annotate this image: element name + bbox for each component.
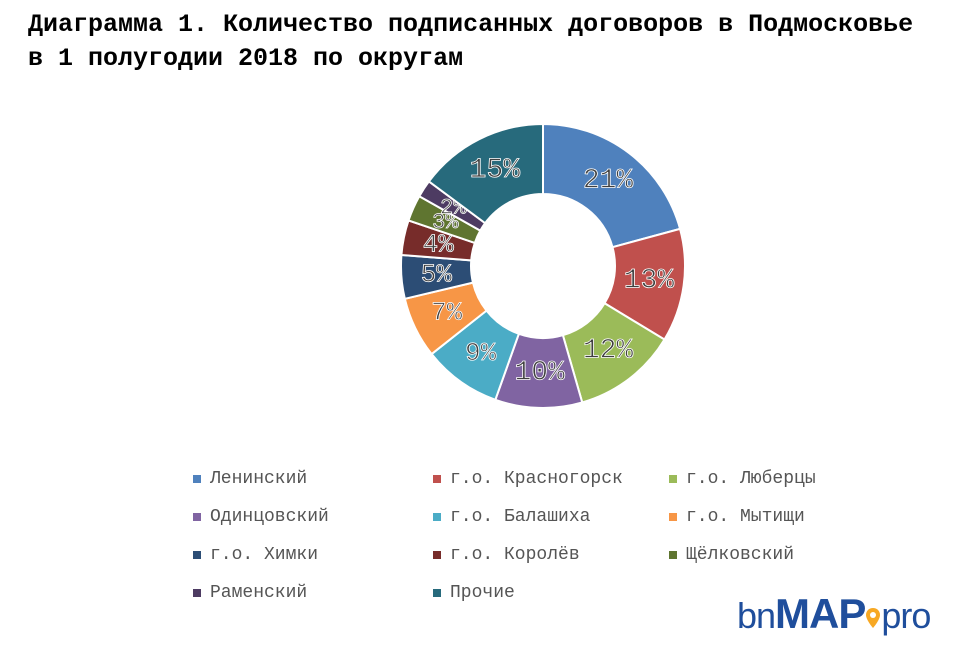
- legend-swatch: [193, 475, 201, 483]
- slice-data-label: 5%: [421, 259, 453, 289]
- legend-label: Прочие: [450, 583, 515, 603]
- legend-swatch: [193, 589, 201, 597]
- legend-label: Раменский: [210, 583, 308, 603]
- legend-label: г.о. Королёв: [450, 545, 580, 565]
- legend-swatch: [193, 551, 201, 559]
- slice-data-label: 9%: [465, 338, 497, 368]
- legend-item: Ленинский: [193, 460, 433, 498]
- legend-swatch: [669, 475, 677, 483]
- logo-text-pro: pro: [881, 595, 931, 636]
- legend-item: Прочие: [433, 574, 669, 612]
- map-pin-icon: [866, 608, 881, 628]
- legend-swatch: [669, 551, 677, 559]
- legend-swatch: [193, 513, 201, 521]
- slice-data-label: 13%: [624, 265, 675, 296]
- donut-chart: 21%13%12%10%9%7%5%4%3%2%15%: [400, 122, 686, 409]
- chart-legend: Ленинский г.о. Красногорск г.о. Люберцы Оди…: [193, 460, 873, 612]
- chart-title: Диаграмма 1. Количество подписанных дого…: [28, 10, 914, 73]
- legend-item: г.о. Красногорск: [433, 460, 669, 498]
- legend-item: г.о. Химки: [193, 536, 433, 574]
- legend-label: г.о. Балашиха: [450, 507, 591, 527]
- legend-label: г.о. Химки: [210, 545, 319, 565]
- legend-label: г.о. Красногорск: [450, 469, 623, 489]
- legend-swatch: [433, 551, 441, 559]
- legend-item: Раменский: [193, 574, 433, 612]
- slice-data-label: 21%: [583, 166, 634, 197]
- legend-label: г.о. Мытищи: [686, 507, 805, 527]
- legend-label: Ленинский: [210, 469, 308, 489]
- legend-swatch: [433, 475, 441, 483]
- slice-data-label: 7%: [431, 298, 463, 328]
- donut-slice: [542, 122, 682, 249]
- bnmap-logo: bn MAP pro: [737, 590, 931, 640]
- logo-text-map: MAP: [775, 590, 866, 637]
- legend-item: Щёлковский: [669, 536, 859, 574]
- logo-text-bn: bn: [737, 595, 776, 636]
- legend-label: Одинцовский: [210, 507, 329, 527]
- legend-item: г.о. Балашиха: [433, 498, 669, 536]
- slice-data-label: 10%: [514, 357, 565, 388]
- slice-data-label: 12%: [583, 335, 634, 366]
- legend-item: Одинцовский: [193, 498, 433, 536]
- legend-swatch: [669, 513, 677, 521]
- donut-slice: [427, 122, 544, 225]
- legend-label: г.о. Люберцы: [686, 469, 816, 489]
- legend-item: г.о. Мытищи: [669, 498, 859, 536]
- legend-swatch: [433, 513, 441, 521]
- legend-item: г.о. Королёв: [433, 536, 669, 574]
- slice-data-label: 15%: [470, 155, 521, 186]
- legend-swatch: [433, 589, 441, 597]
- legend-label: Щёлковский: [686, 545, 795, 565]
- legend-item: г.о. Люберцы: [669, 460, 859, 498]
